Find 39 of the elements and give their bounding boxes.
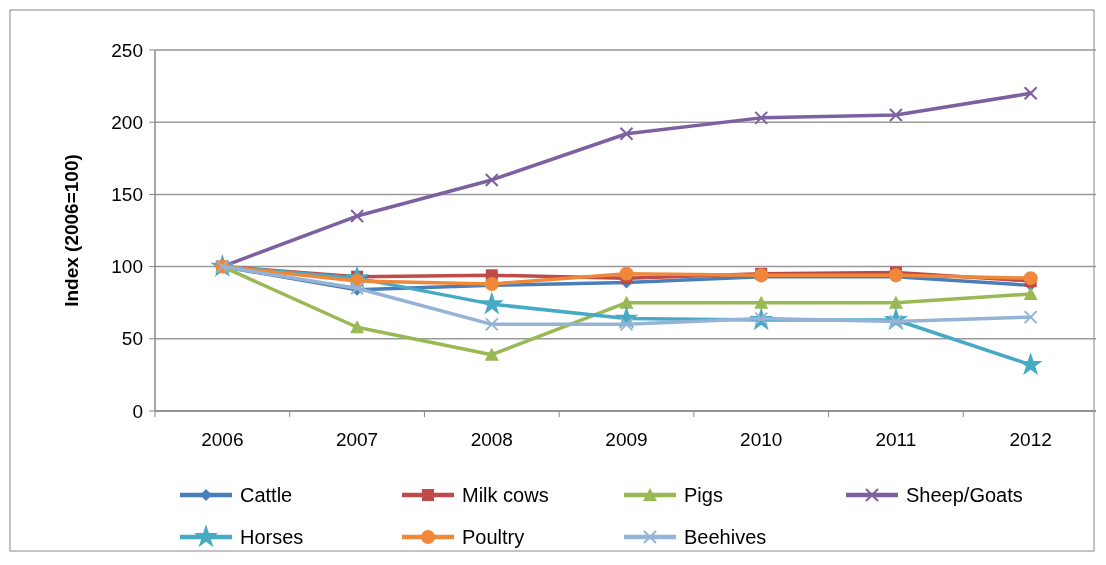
y-tick-label: 150 <box>111 184 143 206</box>
x-tick-label: 2009 <box>605 429 648 450</box>
legend-label: Sheep/Goats <box>906 484 1023 506</box>
legend-label: Beehives <box>684 526 767 548</box>
x-tick-label: 2011 <box>875 429 917 450</box>
point <box>1023 287 1038 301</box>
point <box>1023 310 1038 325</box>
point <box>1023 86 1038 101</box>
y-tick-label: 0 <box>132 400 143 422</box>
legend-label: Horses <box>240 526 304 548</box>
point <box>350 320 365 334</box>
legend-label: Milk cows <box>462 484 549 506</box>
legend-label: Pigs <box>684 484 723 506</box>
legend-label: Cattle <box>240 484 293 506</box>
point <box>619 295 634 309</box>
x-tick-label: 2010 <box>740 429 783 450</box>
point <box>479 291 504 315</box>
x-tick-label: 2006 <box>201 429 244 450</box>
point <box>619 266 634 281</box>
point <box>888 107 903 122</box>
point <box>484 317 499 332</box>
y-tick-label: 200 <box>111 111 143 133</box>
point <box>754 110 769 125</box>
point <box>350 209 365 224</box>
x-tick-label: 2012 <box>1009 429 1052 450</box>
y-tick-label: 100 <box>111 256 143 278</box>
y-tick-label: 50 <box>121 328 143 350</box>
point <box>484 172 499 187</box>
point <box>1023 271 1038 286</box>
point <box>484 347 499 361</box>
y-tick-label: 250 <box>111 39 143 61</box>
point <box>754 295 769 309</box>
point <box>1018 352 1043 376</box>
legend-label: Poultry <box>462 526 525 548</box>
x-tick-label: 2007 <box>335 429 379 450</box>
x-tick-label: 2008 <box>470 429 513 450</box>
point <box>619 126 634 141</box>
point <box>888 295 903 309</box>
y-axis-title: Index (2006=100) <box>61 154 82 307</box>
